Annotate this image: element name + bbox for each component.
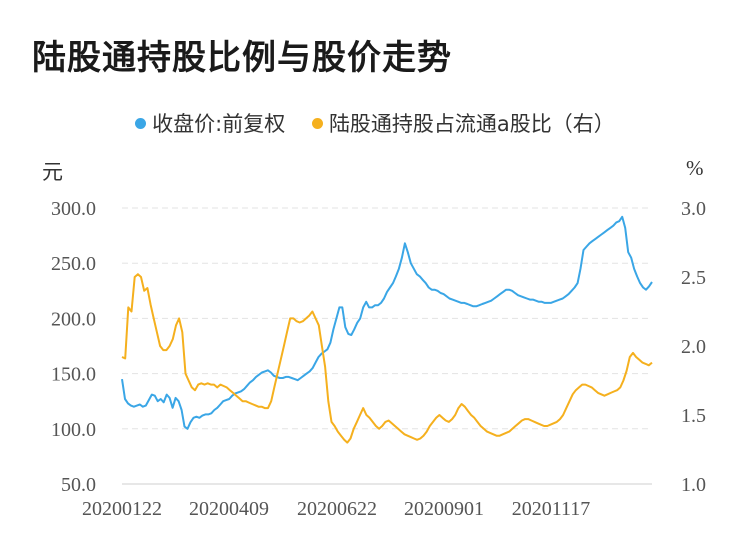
legend-dot-holding <box>311 117 323 129</box>
legend-label-holding: 陆股通持股占流通a股比（右） <box>328 112 615 136</box>
right-tick-label: 2.0 <box>681 336 706 358</box>
series-line-price <box>121 215 653 430</box>
left-tick-label: 150.0 <box>51 364 96 386</box>
x-tick-label: 20200901 <box>404 498 484 520</box>
right-tick-label: 1.5 <box>681 405 706 427</box>
right-tick-label: 1.0 <box>681 474 706 496</box>
x-tick-label: 20200622 <box>297 498 377 520</box>
series-line-holding <box>121 273 653 444</box>
left-tick-label: 50.0 <box>61 474 96 496</box>
left-tick-label: 300.0 <box>51 198 96 220</box>
x-tick-label: 20200122 <box>82 498 162 520</box>
right-tick-label: 3.0 <box>681 198 706 220</box>
x-tick-label: 20200409 <box>189 498 269 520</box>
legend: 收盘价:前复权 陆股通持股占流通a股比（右） <box>0 108 750 138</box>
right-tick-label: 2.5 <box>681 267 706 289</box>
chart-title: 陆股通持股比例与股价走势 <box>32 38 452 78</box>
legend-item-holding: 陆股通持股占流通a股比（右） <box>311 108 615 138</box>
left-axis-unit: 元 <box>42 160 63 184</box>
left-tick-label: 250.0 <box>51 253 96 275</box>
right-axis-unit: % <box>686 156 704 180</box>
left-tick-label: 200.0 <box>51 308 96 330</box>
x-tick-label: 20201117 <box>512 498 591 520</box>
legend-dot-price <box>135 117 147 129</box>
legend-item-price: 收盘价:前复权 <box>135 108 285 138</box>
left-tick-label: 100.0 <box>51 419 96 441</box>
legend-label-price: 收盘价:前复权 <box>152 112 286 136</box>
